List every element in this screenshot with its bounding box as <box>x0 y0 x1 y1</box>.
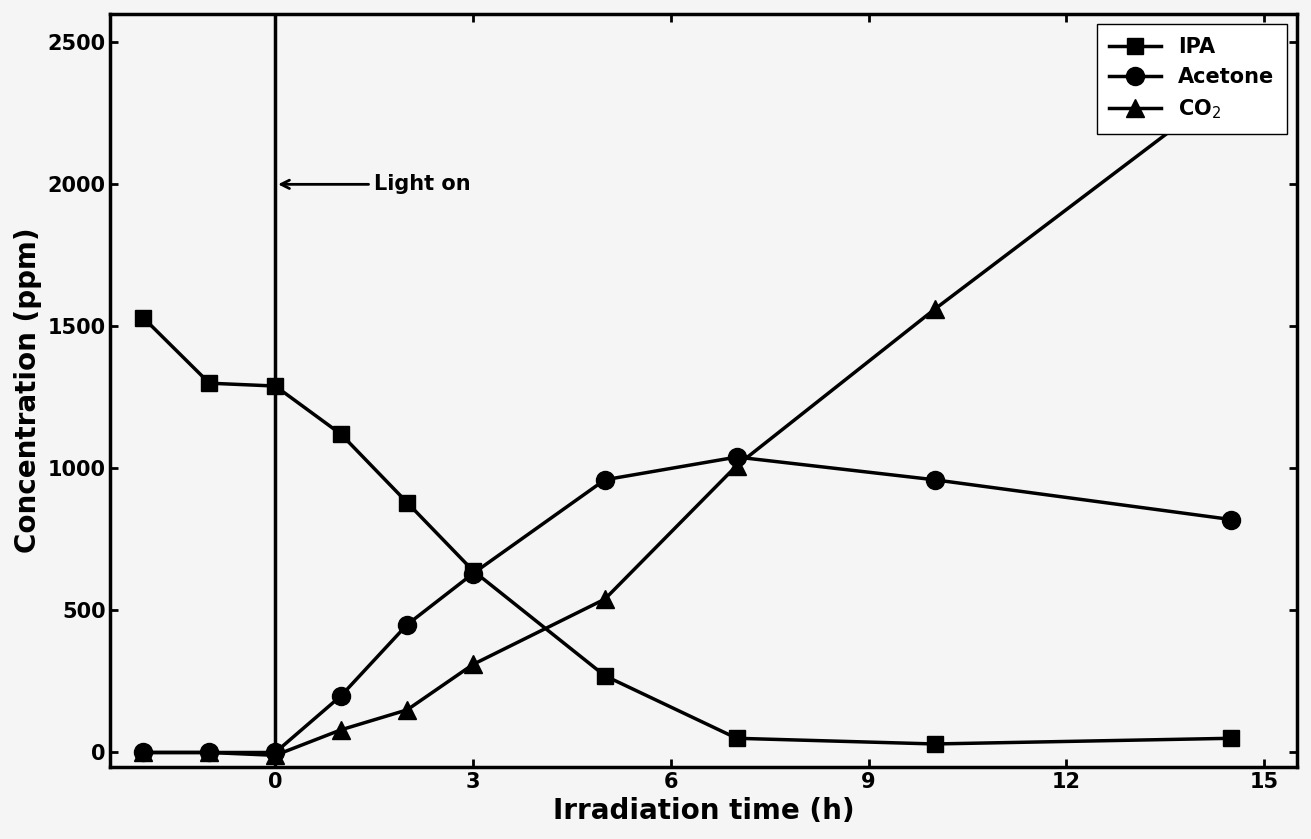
Line: IPA: IPA <box>136 310 1239 752</box>
CO$_2$ <box>267 750 283 760</box>
IPA <box>927 739 943 749</box>
IPA <box>135 313 151 323</box>
CO$_2$ <box>135 748 151 758</box>
Line: CO$_2$: CO$_2$ <box>134 76 1240 764</box>
CO$_2$ <box>1223 80 1239 90</box>
X-axis label: Irradiation time (h): Irradiation time (h) <box>553 797 855 825</box>
IPA <box>1223 733 1239 743</box>
CO$_2$ <box>927 305 943 315</box>
IPA <box>267 381 283 391</box>
Acetone <box>729 452 745 462</box>
Acetone <box>202 748 218 758</box>
Acetone <box>333 690 349 701</box>
CO$_2$ <box>202 748 218 758</box>
IPA <box>465 565 481 576</box>
CO$_2$ <box>729 461 745 471</box>
Acetone <box>267 748 283 758</box>
Legend: IPA, Acetone, CO$_2$: IPA, Acetone, CO$_2$ <box>1097 24 1286 133</box>
Acetone <box>597 475 612 485</box>
Acetone <box>927 475 943 485</box>
CO$_2$ <box>597 594 612 604</box>
IPA <box>400 498 416 508</box>
Y-axis label: Concentration (ppm): Concentration (ppm) <box>14 227 42 553</box>
Acetone <box>135 748 151 758</box>
IPA <box>729 733 745 743</box>
IPA <box>597 670 612 680</box>
IPA <box>202 378 218 388</box>
Acetone <box>465 569 481 579</box>
Text: Light on: Light on <box>281 175 471 195</box>
Acetone <box>1223 514 1239 524</box>
Acetone <box>400 620 416 630</box>
Line: Acetone: Acetone <box>134 448 1240 762</box>
CO$_2$ <box>333 725 349 735</box>
IPA <box>333 430 349 440</box>
CO$_2$ <box>400 705 416 715</box>
CO$_2$ <box>465 659 481 670</box>
